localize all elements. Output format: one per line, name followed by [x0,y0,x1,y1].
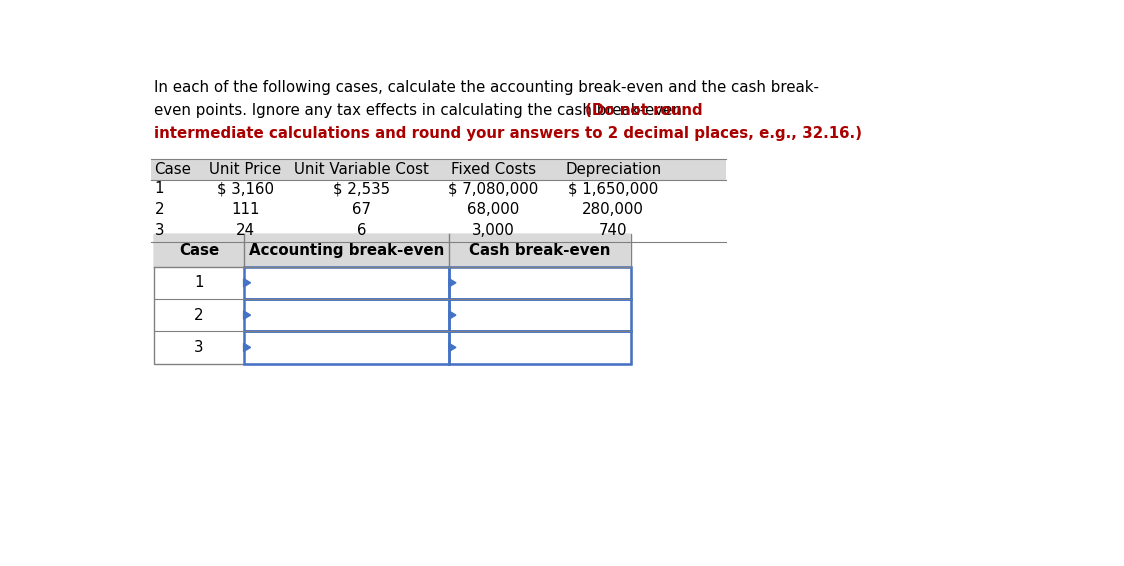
Text: $ 7,080,000: $ 7,080,000 [448,181,538,196]
Text: 280,000: 280,000 [582,202,644,217]
Text: Depreciation: Depreciation [565,162,661,177]
Text: $ 3,160: $ 3,160 [217,181,273,196]
Text: intermediate calculations and round your answers to 2 decimal places, e.g., 32.1: intermediate calculations and round your… [154,126,862,142]
Text: Case: Case [154,162,191,177]
Text: 111: 111 [230,202,260,217]
Text: $ 1,650,000: $ 1,650,000 [568,181,659,196]
Polygon shape [448,343,456,351]
Text: Case: Case [179,243,219,258]
Text: Unit Variable Cost: Unit Variable Cost [294,162,429,177]
Text: 3,000: 3,000 [472,222,515,238]
Text: Fixed Costs: Fixed Costs [451,162,536,177]
Bar [244,299,448,331]
Text: 3: 3 [154,222,164,238]
Polygon shape [244,278,251,287]
Text: In each of the following cases, calculate the accounting break-even and the cash: In each of the following cases, calculat… [154,80,819,95]
Polygon shape [244,343,251,351]
Text: 68,000: 68,000 [466,202,519,217]
Text: 67: 67 [352,202,371,217]
Text: Unit Price: Unit Price [209,162,281,177]
Bar [244,267,448,299]
Text: Cash break-even: Cash break-even [470,243,610,258]
Bar [154,234,631,267]
Text: 1: 1 [154,181,164,196]
Text: even points. Ignore any tax effects in calculating the cash break-even.: even points. Ignore any tax effects in c… [154,104,692,118]
Bar [448,331,631,363]
Polygon shape [448,278,456,287]
Bar [154,234,631,363]
Text: 740: 740 [599,222,627,238]
Polygon shape [448,311,456,319]
Text: $ 2,535: $ 2,535 [333,181,390,196]
Bar [448,267,631,299]
Text: 1: 1 [194,275,203,290]
Text: 24: 24 [236,222,255,238]
Bar [151,159,726,179]
Text: 2: 2 [154,202,164,217]
Text: (Do not round: (Do not round [584,104,702,118]
Text: 6: 6 [356,222,366,238]
Bar [448,299,631,331]
Text: 3: 3 [194,340,203,355]
Bar [244,331,448,363]
Polygon shape [244,311,251,319]
Text: 2: 2 [194,307,203,323]
Text: Accounting break-even: Accounting break-even [248,243,444,258]
